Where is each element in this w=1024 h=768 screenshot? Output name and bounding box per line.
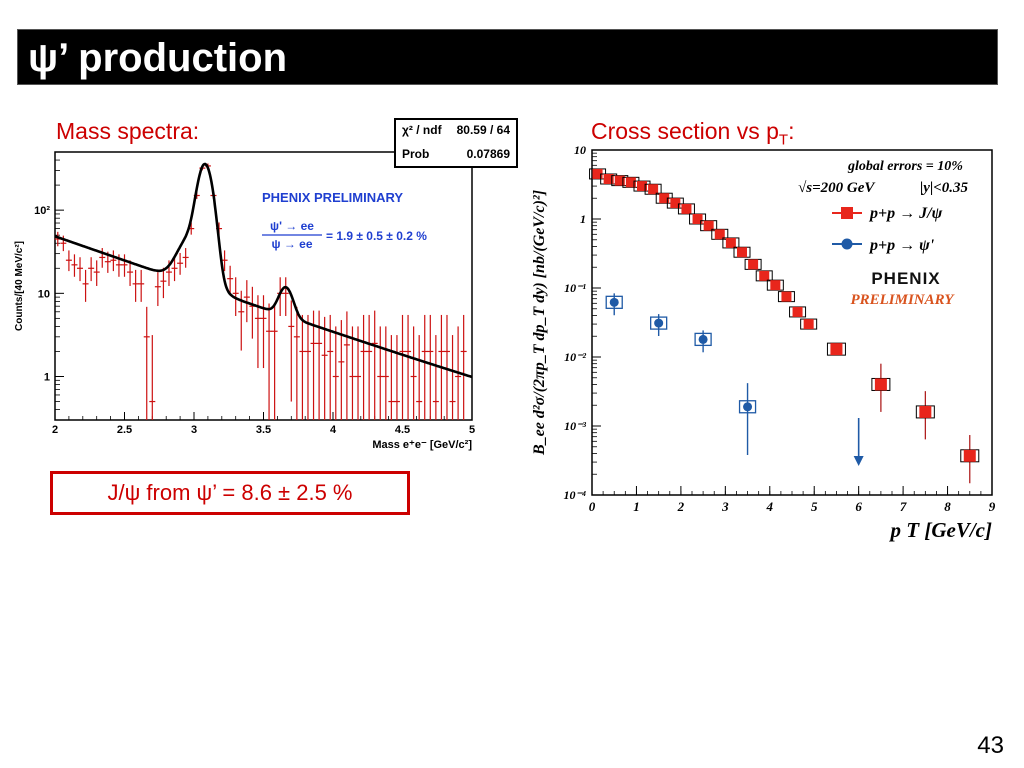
x-tick-label: 6 — [855, 499, 862, 514]
slide-title: ψ’ production — [28, 36, 288, 80]
psip-syst-box — [694, 332, 712, 347]
jpsi-point — [963, 449, 976, 462]
ratio-numerator: ψ' → ee — [270, 219, 314, 233]
x-tick-label: 9 — [989, 499, 996, 514]
x-tick-label: 1 — [633, 499, 640, 514]
jpsi-point — [874, 378, 887, 391]
prob-value: 0.07869 — [466, 147, 510, 161]
fit-stats-box: χ² / ndf 80.59 / 64 Prob 0.07869 — [394, 118, 518, 168]
jpsi-point — [681, 203, 692, 214]
x-tick-label: 4 — [766, 499, 774, 514]
legend-psip-marker — [841, 238, 853, 250]
x-tick-label: 3 — [191, 424, 197, 436]
cross-section-label: Cross section vs pT: — [591, 118, 795, 149]
jpsi-point — [637, 181, 647, 192]
y-tick-label: 10 — [574, 143, 586, 157]
psip-syst-box — [605, 295, 623, 309]
jpsi-point — [792, 306, 803, 317]
jpsi-point — [737, 247, 747, 258]
x-tick-label: 4.5 — [395, 424, 410, 436]
global-errors-text: global errors = 10% — [847, 159, 963, 174]
psip-syst-box — [738, 400, 757, 414]
x-tick-label: 7 — [900, 499, 907, 514]
jpsi-point — [648, 184, 659, 195]
jpsi-point — [692, 214, 703, 224]
x-tick-label: 3 — [721, 499, 729, 514]
ratio-denominator: ψ → ee — [271, 237, 312, 251]
x-tick-label: 2 — [52, 424, 58, 436]
y-tick-label: 10⁻⁴ — [563, 488, 586, 502]
rapidity-text: |y|<0.35 — [920, 180, 969, 196]
cross-section-plot: 0 1 2 3 4 5 6 7 8 9 10 1 10⁻¹ 10⁻² 10⁻³ 10⁻⁴ p T [GeV/c]… — [531, 143, 996, 542]
y-tick-label: 10² — [34, 205, 50, 217]
jpsi-point — [770, 280, 781, 291]
phenix-logo: PHENIX — [871, 269, 940, 288]
energy-text: √s=200 GeV — [798, 180, 876, 196]
y-axis-label: Counts/[40 MeV/c²] — [14, 241, 25, 331]
jpsi-point — [703, 220, 714, 231]
phenix-preliminary-label: PHENIX PRELIMINARY — [262, 190, 403, 205]
x-tick-label: 2.5 — [117, 424, 132, 436]
x-axis-label: Mass e⁺e⁻ [GeV/c²] — [372, 439, 472, 451]
jpsi-point — [725, 237, 736, 248]
jpsi-point — [919, 405, 932, 418]
jpsi-point — [781, 291, 792, 302]
y-tick-label: 10⁻³ — [564, 419, 586, 433]
psip-syst-box — [650, 316, 668, 330]
psip-point — [609, 297, 619, 307]
legend-psip-label: p+p → ψ' — [868, 237, 935, 254]
jpsi-point — [625, 177, 636, 188]
mass-spectra-label: Mass spectra: — [56, 118, 200, 144]
y-tick-label: 10⁻² — [564, 350, 586, 364]
result-box: J/ψ from ψ’ = 8.6 ± 2.5 % — [50, 471, 410, 515]
legend-jpsi-label: p+p → J/ψ — [868, 205, 943, 222]
y-tick-label: 10 — [38, 288, 50, 300]
x-tick-label: 3.5 — [256, 424, 271, 436]
jpsi-point — [592, 168, 603, 179]
x-tick-label: 5 — [469, 424, 475, 436]
jpsi-point — [670, 198, 681, 209]
legend-jpsi-marker — [841, 207, 853, 219]
y-axis-label: B_ee d²σ/(2πp_T dp_T dy) [nb/(GeV/c)²] — [531, 190, 548, 456]
jpsi-point — [659, 193, 670, 204]
title-bar: ψ’ production — [17, 29, 998, 85]
x-tick-label: 0 — [589, 499, 596, 514]
psip-point — [654, 318, 664, 328]
x-tick-label: 2 — [677, 499, 685, 514]
y-tick-label: 10⁻¹ — [564, 281, 586, 295]
fit-curve — [54, 162, 473, 379]
upper-limit-arrow-head — [853, 456, 864, 466]
y-tick-label: 1 — [580, 212, 586, 226]
right-plot-frame — [591, 149, 993, 496]
psip-point — [698, 334, 708, 344]
jpsi-point — [614, 175, 625, 186]
x-tick-label: 8 — [944, 499, 951, 514]
mass-spectrum-plot: 2 2.5 3 3.5 4 4.5 5 1 10 10² Mass e⁺e⁻ [GeV/c²] Cou… — [14, 151, 475, 451]
preliminary-label: PRELIMINARY — [850, 292, 955, 308]
ratio-value: = 1.9 ± 0.5 ± 0.2 % — [326, 229, 427, 243]
x-tick-label: 5 — [811, 499, 818, 514]
jpsi-point — [748, 259, 759, 270]
prob-label: Prob — [402, 147, 430, 161]
jpsi-point — [830, 343, 843, 356]
x-axis-label: p T [GeV/c] — [889, 518, 992, 542]
jpsi-point — [714, 229, 725, 240]
jpsi-point — [603, 173, 614, 184]
chi2-label: χ² / ndf — [402, 123, 442, 137]
x-tick-label: 4 — [330, 424, 337, 436]
chi2-value: 80.59 / 64 — [456, 123, 510, 137]
page-number: 43 — [977, 732, 1004, 759]
y-tick-label: 1 — [44, 372, 50, 384]
psip-point — [743, 402, 753, 412]
jpsi-point — [803, 319, 814, 330]
jpsi-point — [759, 270, 770, 281]
